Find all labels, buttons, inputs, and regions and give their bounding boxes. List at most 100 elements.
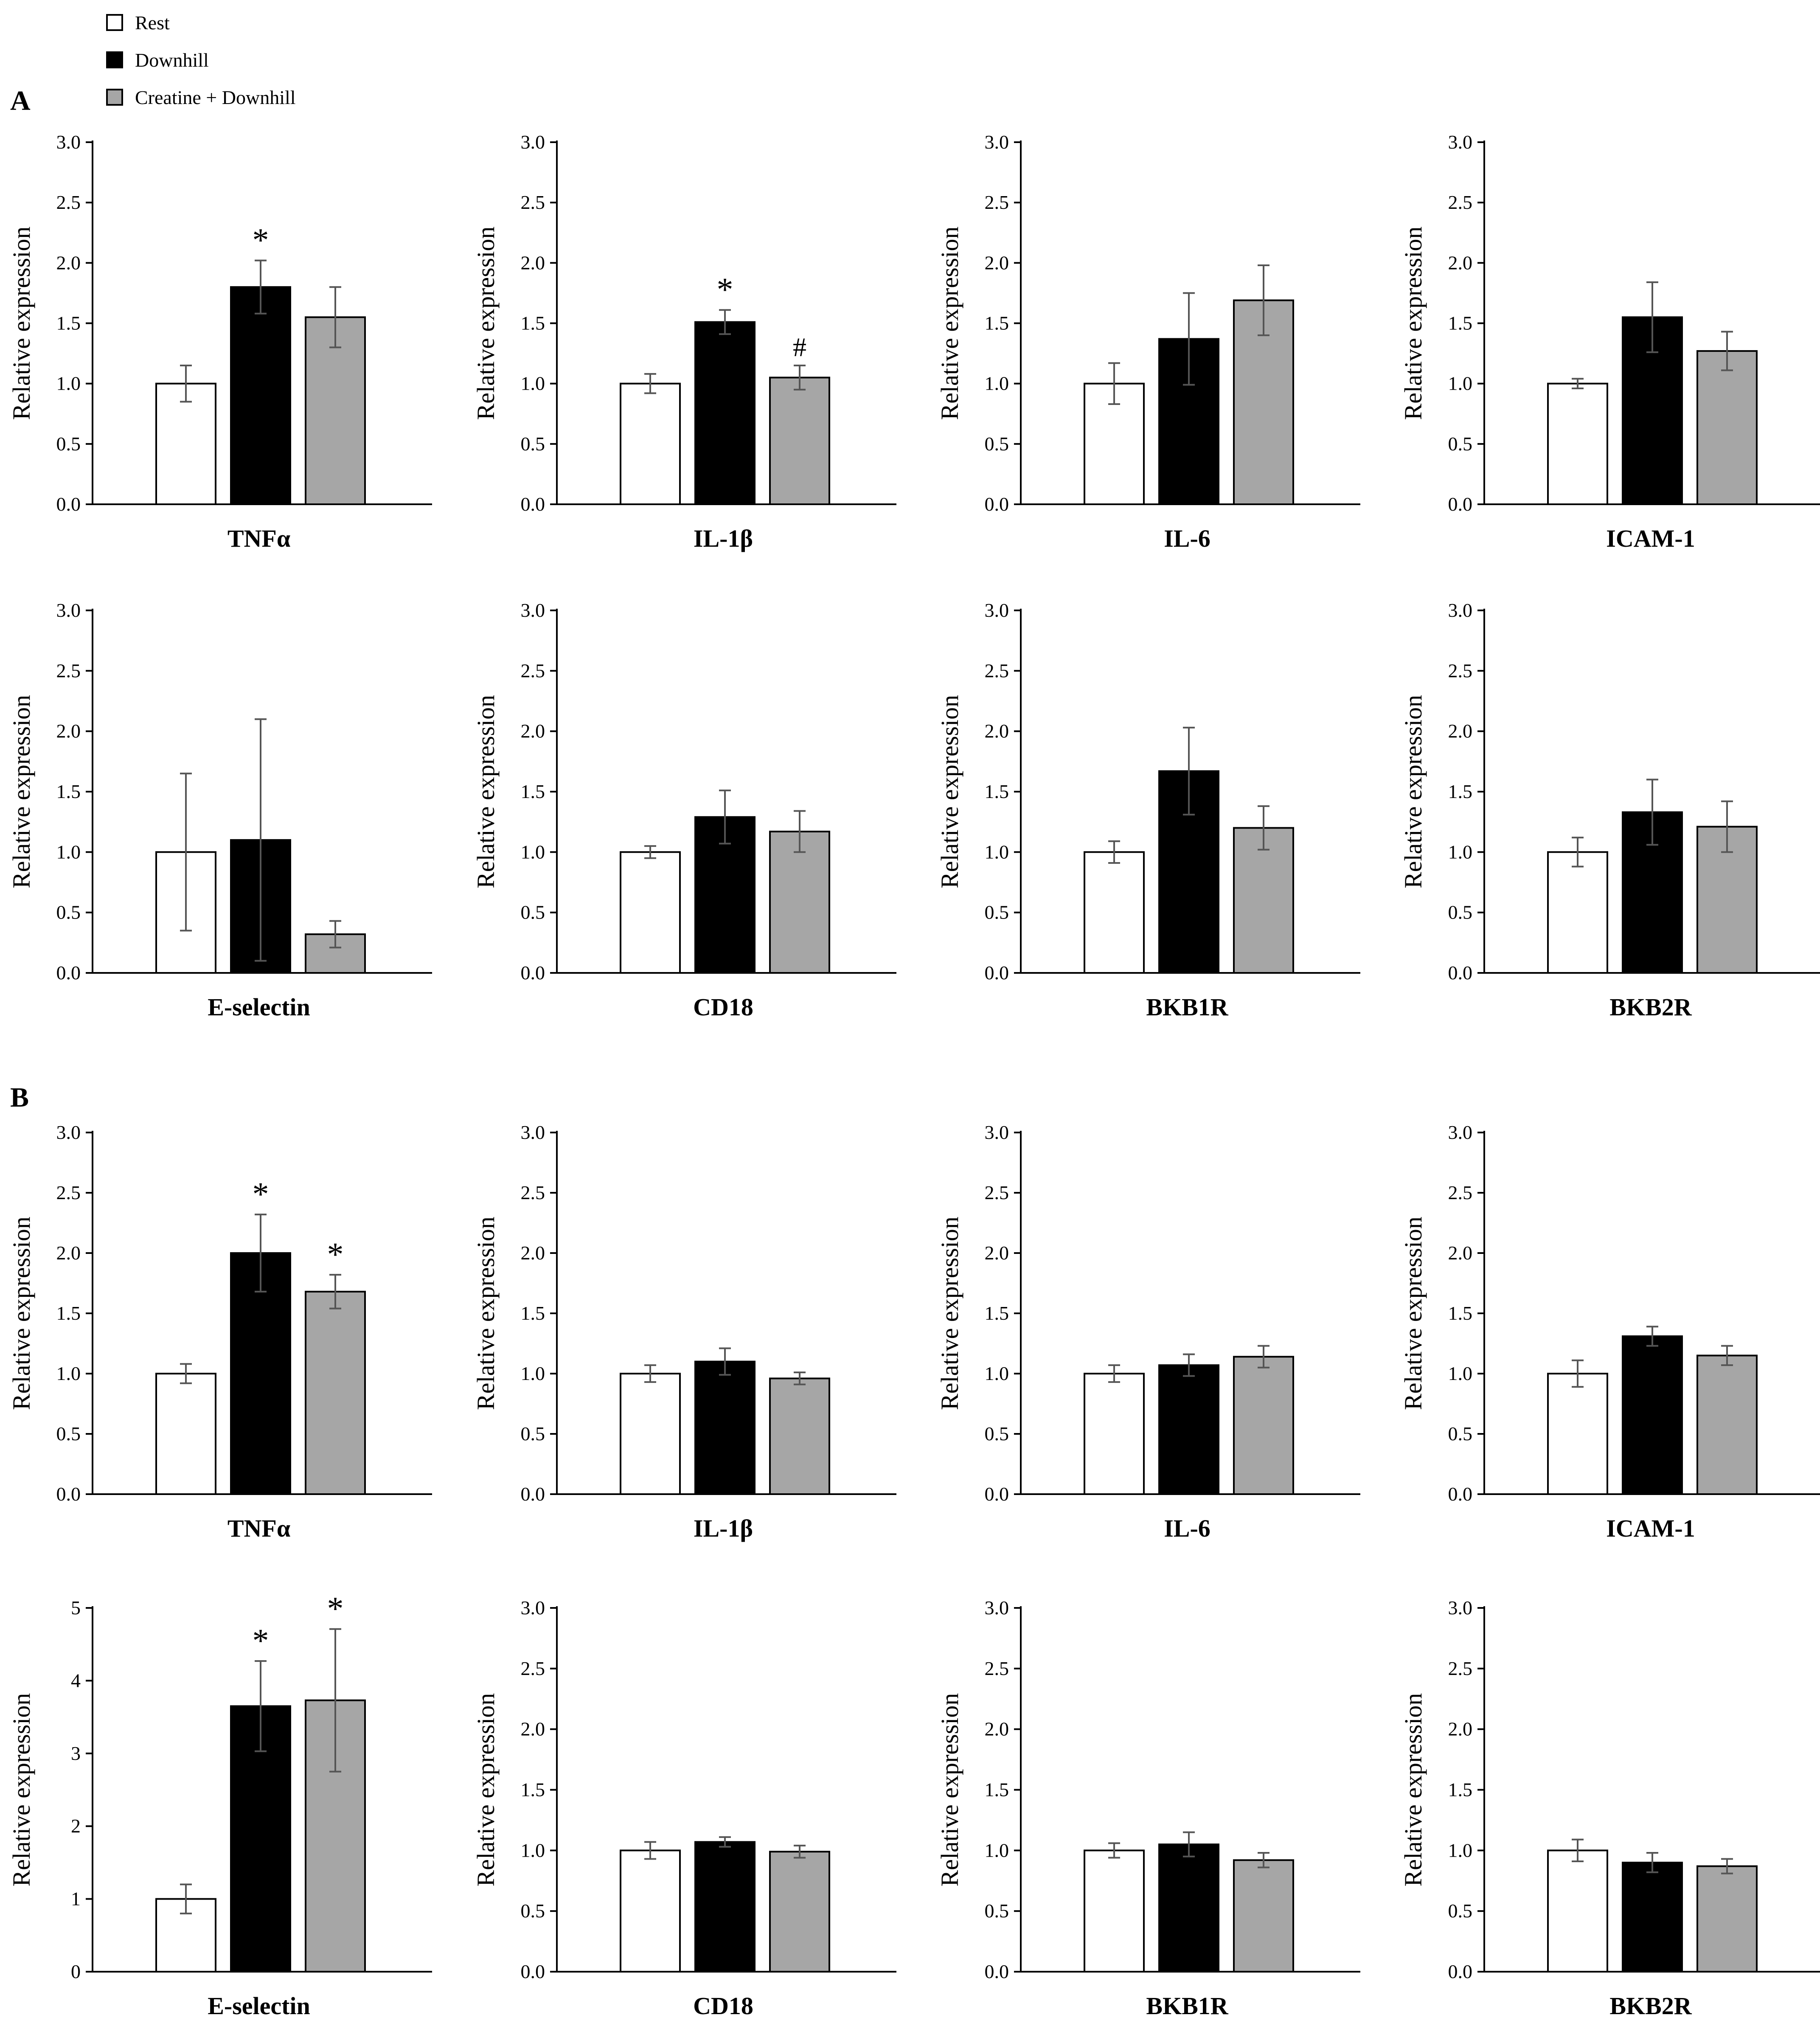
y-tick-label: 0.0	[985, 1483, 1009, 1505]
y-tick-label: 2.0	[985, 720, 1009, 742]
chart-a-icam-1: 0.0 0.5 1.0 1.5 2.0 2.5 3.0 Relative expression…	[1399, 131, 1820, 552]
chart-a-bkb2r: 0.0 0.5 1.0 1.5 2.0 2.5 3.0 Relative expression…	[1399, 599, 1820, 1021]
y-axis-label: Relative expression	[8, 695, 35, 888]
chart-b-il-6: 0.0 0.5 1.0 1.5 2.0 2.5 3.0 Relative expression…	[936, 1121, 1360, 1542]
significance-mark: #	[793, 332, 806, 362]
y-tick-label: 1.0	[1448, 1363, 1473, 1384]
bar-downhill	[230, 1252, 291, 1495]
y-tick-label: 0.0	[985, 1961, 1009, 1982]
bar-creatine	[1233, 1859, 1294, 1973]
chart-a-bkb1r: 0.0 0.5 1.0 1.5 2.0 2.5 3.0 Relative expression…	[936, 599, 1360, 1021]
y-tick-label: 3.0	[521, 131, 545, 153]
bar-downhill	[694, 1841, 756, 1973]
bar-rest	[620, 851, 681, 974]
y-axis-label: Relative expression	[1399, 695, 1427, 888]
chart-a-il-1-: 0.0 0.5 1.0 1.5 2.0 2.5 3.0 Relative expression…	[472, 131, 896, 552]
y-tick-label: 2.0	[521, 252, 545, 273]
chart-b-bkb1r: 0.0 0.5 1.0 1.5 2.0 2.5 3.0 Relative expression…	[936, 1597, 1360, 2020]
y-tick-label: 1.0	[521, 1363, 545, 1384]
chart-b-il-1-: 0.0 0.5 1.0 1.5 2.0 2.5 3.0 Relative expression…	[472, 1121, 896, 1542]
y-tick-label: 2.5	[1448, 1658, 1473, 1679]
y-tick-label: 0.0	[1448, 962, 1473, 984]
bar-rest	[620, 1849, 681, 1973]
y-tick-label: 2.5	[1448, 660, 1473, 681]
bar-creatine	[305, 316, 366, 505]
x-axis-label: E-selectin	[208, 1992, 310, 2020]
bar-rest	[1084, 1849, 1145, 1973]
y-tick-label: 2.5	[56, 660, 81, 681]
y-axis-label: Relative expression	[936, 1217, 963, 1410]
x-axis-label: IL-1β	[694, 1515, 753, 1542]
chart-b-e-selectin: 0 1 2 3 4 5 Relative expression E-selectin * *	[8, 1590, 432, 2020]
y-tick-label: 3.0	[985, 599, 1009, 621]
bar-rest	[1547, 851, 1608, 974]
y-tick-label: 1.5	[521, 312, 545, 334]
bar-downhill	[1158, 1364, 1219, 1495]
y-tick-label: 0.5	[1448, 1423, 1473, 1444]
y-axis-label: Relative expression	[8, 227, 35, 420]
bar-creatine	[1696, 350, 1758, 505]
bar-rest	[1547, 382, 1608, 506]
bar-downhill	[1622, 1861, 1683, 1973]
x-axis-label: IL-6	[1164, 1515, 1211, 1542]
chart-b-icam-1: 0.0 0.5 1.0 1.5 2.0 2.5 3.0 Relative expression…	[1399, 1121, 1820, 1542]
y-tick-label: 1.5	[1448, 781, 1473, 802]
x-axis-label: IL-1β	[694, 525, 753, 552]
y-tick-label: 2.5	[1448, 1182, 1473, 1203]
y-tick-label: 0.0	[521, 493, 545, 515]
y-tick-label: 3.0	[985, 1121, 1009, 1143]
y-tick-label: 0.5	[1448, 1900, 1473, 1922]
y-tick-label: 2.5	[1448, 191, 1473, 213]
y-tick-label: 0.0	[56, 493, 81, 515]
y-axis-label: Relative expression	[936, 695, 963, 888]
y-tick-label: 1.5	[1448, 1302, 1473, 1324]
significance-mark: *	[253, 222, 269, 259]
y-tick-label: 1.0	[985, 373, 1009, 394]
x-axis-label: TNFα	[228, 525, 290, 552]
bar-rest	[1084, 851, 1145, 974]
y-tick-label: 1.0	[1448, 841, 1473, 863]
y-tick-label: 0.0	[521, 1961, 545, 1982]
chart-a-cd18: 0.0 0.5 1.0 1.5 2.0 2.5 3.0 Relative expression…	[472, 599, 896, 1021]
y-tick-label: 2.5	[985, 1658, 1009, 1679]
bar-rest	[1547, 1373, 1608, 1495]
y-axis-label: Relative expression	[1399, 1693, 1427, 1887]
y-tick-label: 0.5	[56, 902, 81, 923]
y-axis-label: Relative expression	[472, 227, 500, 420]
y-tick-label: 2.0	[56, 252, 81, 273]
y-tick-label: 1.5	[56, 781, 81, 802]
legend-item-rest: Rest	[106, 8, 403, 37]
bar-downhill	[694, 321, 756, 505]
y-tick-label: 2.5	[985, 191, 1009, 213]
y-tick-label: 0.5	[985, 902, 1009, 923]
y-tick-label: 0.5	[985, 1900, 1009, 1922]
y-tick-label: 0.5	[1448, 433, 1473, 455]
y-tick-label: 0.5	[56, 433, 81, 455]
bar-rest	[620, 382, 681, 506]
y-axis-label: Relative expression	[1399, 227, 1427, 420]
bar-downhill	[230, 286, 291, 505]
y-tick-label: 2.0	[521, 1242, 545, 1264]
y-axis-label: Relative expression	[472, 1693, 500, 1887]
y-tick-label: 2.0	[1448, 252, 1473, 273]
y-axis-label: Relative expression	[472, 1217, 500, 1410]
y-tick-label: 2.0	[521, 1718, 545, 1740]
y-tick-label: 1.0	[56, 373, 81, 394]
y-tick-label: 3.0	[521, 1121, 545, 1143]
y-tick-label: 1.0	[985, 1839, 1009, 1861]
legend-item-downhill: Downhill	[106, 45, 403, 75]
y-tick-label: 0.5	[56, 1423, 81, 1444]
y-tick-label: 2.5	[521, 1658, 545, 1679]
y-tick-label: 0.0	[985, 493, 1009, 515]
y-tick-label: 3.0	[1448, 599, 1473, 621]
bar-creatine	[1696, 1355, 1758, 1495]
x-axis-label: BKB1R	[1146, 993, 1228, 1021]
chart-b-tnf-: 0.0 0.5 1.0 1.5 2.0 2.5 3.0 Relative expression…	[8, 1121, 432, 1542]
chart-b-bkb2r: 0.0 0.5 1.0 1.5 2.0 2.5 3.0 Relative expression…	[1399, 1597, 1820, 2020]
y-tick-label: 2.0	[56, 1242, 81, 1264]
significance-mark: *	[327, 1236, 344, 1273]
bar-creatine	[769, 1377, 830, 1495]
y-tick-label: 1.5	[1448, 1779, 1473, 1801]
y-tick-label: 2.0	[56, 720, 81, 742]
y-tick-label: 2.0	[521, 720, 545, 742]
